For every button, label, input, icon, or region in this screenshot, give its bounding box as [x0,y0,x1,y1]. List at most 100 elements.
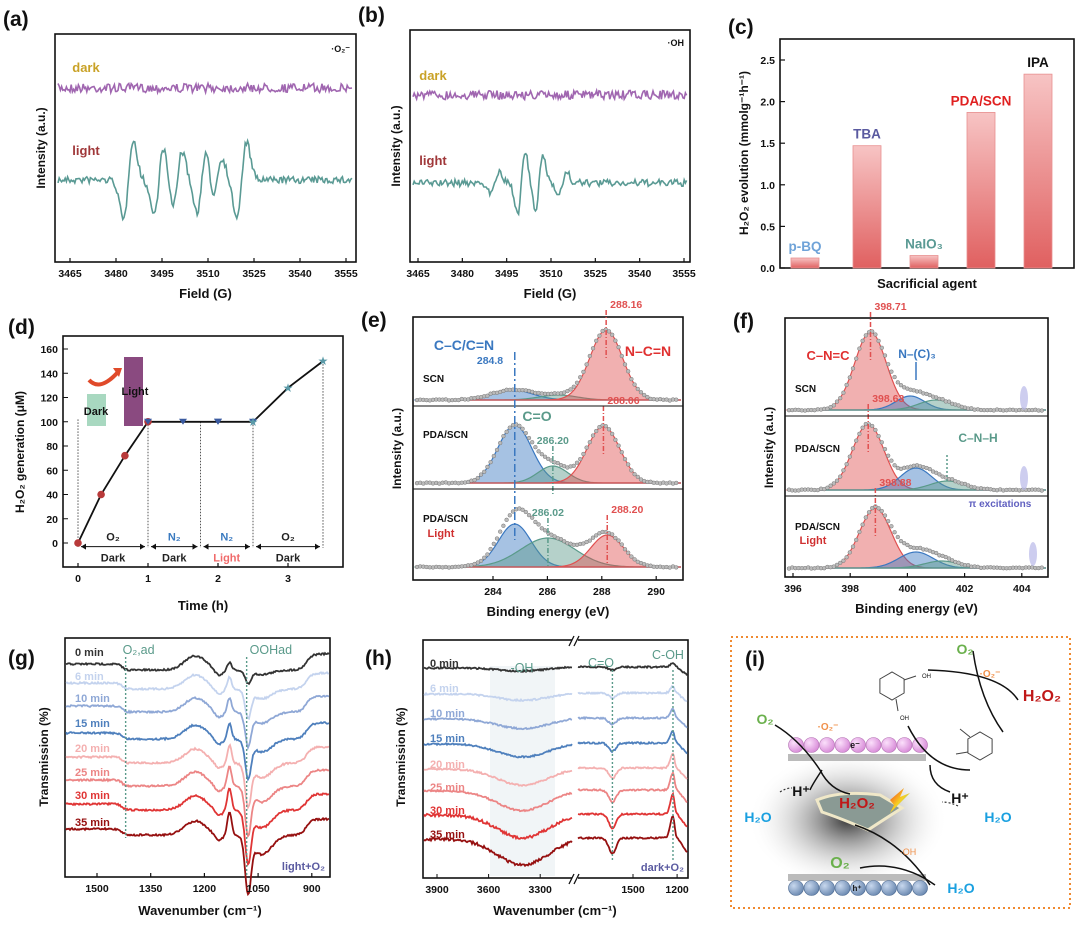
raw-data-point [876,338,881,344]
bar-label: p-BQ [789,239,822,254]
raw-data-point [886,453,891,458]
x-tick-label: 288 [593,586,611,598]
mechanism-scheme: (i) OH OH O₂ ·O₂⁻ H₂O₂ O₂ ·O₂⁻ e⁻ H⁺ H⁺ H₂O H₂O H₂O₂ ·… [730,636,1071,909]
raw-data-point [626,369,631,374]
epr-panel-1: dark light ·OH 3465 3480 3495 3510 3525 3540 3555… [389,29,696,301]
raw-data-point [616,345,621,350]
electron-ball [896,737,913,753]
cnh-annotation: C–N–H [958,431,997,445]
raw-data-point [619,353,624,359]
reaction-arrow [809,769,823,791]
light-spectrum [412,152,688,217]
raw-data-point [558,537,564,542]
raw-data-point [526,435,532,441]
raw-data-point [542,528,548,533]
raw-data-point [485,393,490,398]
raw-data-point [616,538,621,543]
time-label: 0 min [430,658,459,670]
raw-data-point [876,433,881,439]
cnc-annotation: C–N=C [807,348,851,363]
raw-data-point [539,526,544,531]
raw-data-point [889,369,894,374]
raw-data-point [841,468,846,473]
x-tick-label: 0 [75,573,81,585]
y-tick-label: 0.5 [760,221,775,233]
raw-data-point [616,443,621,448]
raw-data-point [610,431,615,437]
condition-label: light+O₂ [282,861,325,873]
raw-data-point [879,345,884,350]
raw-data-point [882,353,888,358]
time-label: 30 min [75,790,110,802]
raw-data-point [622,456,628,462]
raw-data-point [866,510,872,515]
raw-data-point [844,462,849,467]
reaction-arrow [907,725,971,771]
raw-data-point [632,472,637,477]
x-tick-label: 1050 [246,883,270,895]
raw-data-point [517,423,522,429]
x-axis-label: Wavenumber (cm⁻¹) [138,903,261,918]
raw-data-point [581,369,586,375]
raw-data-point [526,513,532,518]
raw-data-point [828,404,833,410]
raw-data-point [501,433,506,439]
raw-data-point [895,380,900,385]
raw-data-point [523,509,528,515]
x-tick-label: 1350 [139,883,163,895]
raw-data-point [860,338,865,343]
hole-ball [865,880,882,896]
raw-data-point [571,384,576,389]
time-label: 35 min [430,829,465,841]
data-point [121,451,129,460]
x-tick-label: 3540 [288,268,312,280]
ftir-spectrum-right [577,662,688,676]
data-point [249,418,257,425]
hole-ball [834,880,851,896]
y-tick-label: 100 [40,417,58,429]
raw-data-point [520,507,525,512]
raw-data-point [587,440,592,445]
x-tick-label: 396 [784,583,802,595]
x-tick-label: 3540 [628,268,652,280]
raw-data-point [857,529,862,535]
raw-data-point [873,332,878,337]
x-axis-label: Field (G) [179,286,232,301]
co-annotation: C=O [522,408,551,424]
xps-sample: PDA/SCN Light 398.88 [786,477,1046,571]
peak-value-label: 288.06 [607,395,639,407]
data-point [214,418,222,425]
raw-data-point [844,382,849,388]
raw-data-point [622,362,628,367]
ftir-spectrum [65,721,330,782]
plot-frame [64,637,331,878]
xps-sample: SCN 398.71 [786,301,1046,413]
raw-data-point [590,535,596,540]
hole-ball [850,880,866,896]
data-point [179,418,187,425]
hole-ball [788,880,804,896]
raw-data-point [606,329,612,334]
raw-data-point [902,541,907,546]
o2-label: O₂ [956,641,973,657]
raw-data-point [622,547,628,552]
x-tick-label: 3495 [495,268,519,280]
panel-label: (g) [8,647,35,670]
raw-data-point [879,440,884,445]
x-tick-label: 3525 [584,268,608,280]
sample-label: SCN [423,374,444,385]
band-label: O₂,ad [123,643,155,657]
catechol-ring-icon [879,671,905,701]
raw-data-point [587,353,592,359]
ftir-spectrum [65,651,330,686]
raw-data-point [629,554,634,559]
quinone-ring-icon [967,731,993,761]
electron-ball [850,737,866,753]
arrowhead-icon [203,543,250,550]
raw-data-point [590,433,596,438]
raw-data-point [613,338,618,343]
raw-data-point [507,513,512,518]
electron-label: e⁻ [850,740,860,750]
electron-ball [865,737,882,753]
